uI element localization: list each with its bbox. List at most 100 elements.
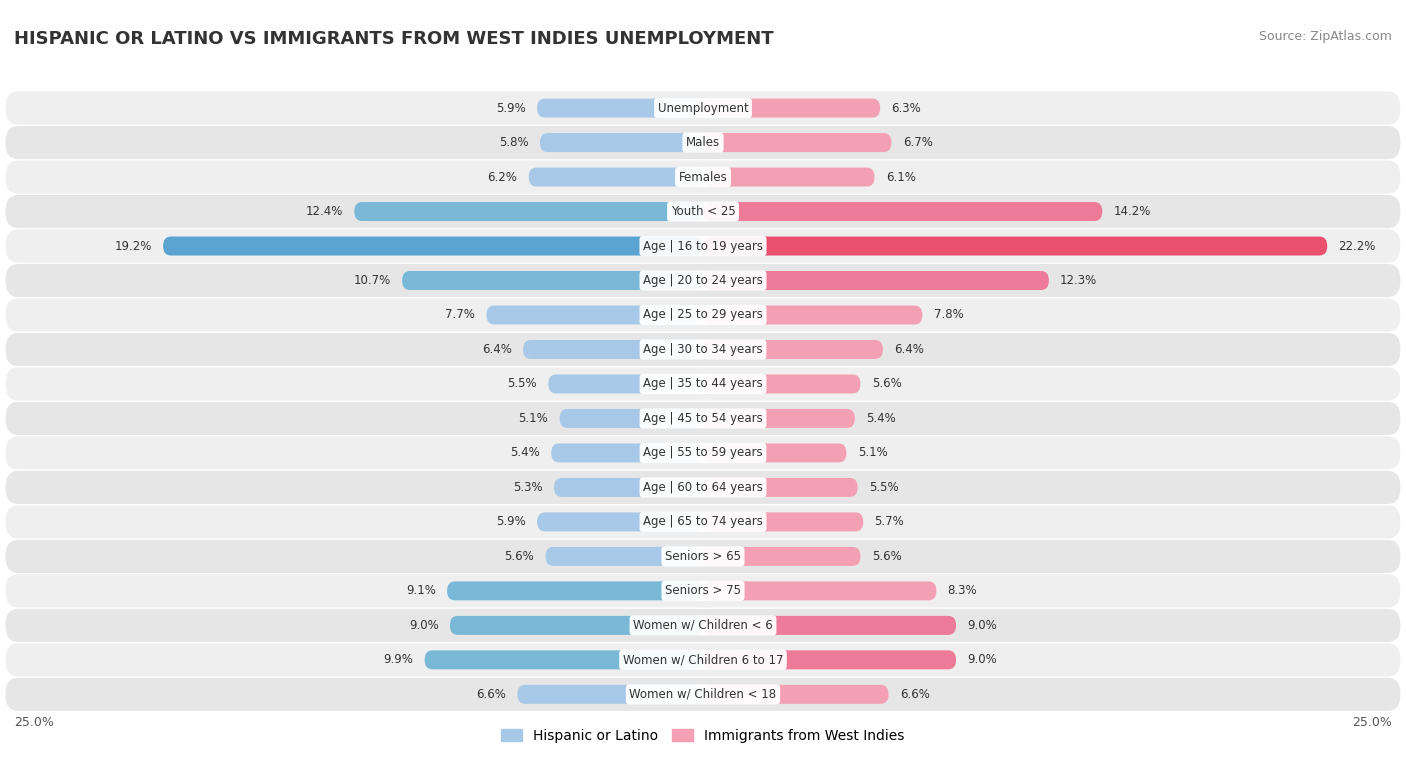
Text: 5.4%: 5.4% <box>866 412 896 425</box>
Text: 5.5%: 5.5% <box>508 378 537 391</box>
FancyBboxPatch shape <box>6 333 1400 366</box>
FancyBboxPatch shape <box>703 236 1327 256</box>
FancyBboxPatch shape <box>6 436 1400 469</box>
FancyBboxPatch shape <box>703 581 936 600</box>
Text: 5.6%: 5.6% <box>872 550 901 563</box>
FancyBboxPatch shape <box>6 298 1400 332</box>
FancyBboxPatch shape <box>6 160 1400 194</box>
FancyBboxPatch shape <box>703 340 883 359</box>
Text: Age | 20 to 24 years: Age | 20 to 24 years <box>643 274 763 287</box>
Text: Females: Females <box>679 170 727 183</box>
Text: 5.7%: 5.7% <box>875 516 904 528</box>
Text: 6.1%: 6.1% <box>886 170 915 183</box>
Text: 6.6%: 6.6% <box>900 688 929 701</box>
FancyBboxPatch shape <box>703 650 956 669</box>
FancyBboxPatch shape <box>6 643 1400 677</box>
FancyBboxPatch shape <box>548 375 703 394</box>
Legend: Hispanic or Latino, Immigrants from West Indies: Hispanic or Latino, Immigrants from West… <box>496 723 910 748</box>
FancyBboxPatch shape <box>703 478 858 497</box>
FancyBboxPatch shape <box>546 547 703 566</box>
FancyBboxPatch shape <box>6 367 1400 400</box>
FancyBboxPatch shape <box>551 444 703 463</box>
FancyBboxPatch shape <box>6 126 1400 159</box>
Text: 6.4%: 6.4% <box>894 343 924 356</box>
FancyBboxPatch shape <box>354 202 703 221</box>
FancyBboxPatch shape <box>163 236 703 256</box>
Text: Seniors > 75: Seniors > 75 <box>665 584 741 597</box>
FancyBboxPatch shape <box>703 547 860 566</box>
FancyBboxPatch shape <box>703 375 860 394</box>
Text: 7.8%: 7.8% <box>934 309 963 322</box>
Text: Women w/ Children < 18: Women w/ Children < 18 <box>630 688 776 701</box>
Text: 6.3%: 6.3% <box>891 101 921 114</box>
Text: Age | 60 to 64 years: Age | 60 to 64 years <box>643 481 763 494</box>
Text: 6.7%: 6.7% <box>903 136 932 149</box>
Text: 9.1%: 9.1% <box>406 584 436 597</box>
Text: Age | 30 to 34 years: Age | 30 to 34 years <box>643 343 763 356</box>
Text: Age | 55 to 59 years: Age | 55 to 59 years <box>643 447 763 459</box>
FancyBboxPatch shape <box>529 167 703 186</box>
FancyBboxPatch shape <box>703 306 922 325</box>
Text: Age | 35 to 44 years: Age | 35 to 44 years <box>643 378 763 391</box>
FancyBboxPatch shape <box>6 264 1400 297</box>
FancyBboxPatch shape <box>6 92 1400 125</box>
Text: Women w/ Children < 6: Women w/ Children < 6 <box>633 619 773 632</box>
Text: 9.0%: 9.0% <box>967 653 997 666</box>
FancyBboxPatch shape <box>6 229 1400 263</box>
FancyBboxPatch shape <box>523 340 703 359</box>
FancyBboxPatch shape <box>703 133 891 152</box>
FancyBboxPatch shape <box>703 409 855 428</box>
Text: Age | 25 to 29 years: Age | 25 to 29 years <box>643 309 763 322</box>
Text: Males: Males <box>686 136 720 149</box>
Text: 5.4%: 5.4% <box>510 447 540 459</box>
Text: 5.6%: 5.6% <box>872 378 901 391</box>
Text: Age | 65 to 74 years: Age | 65 to 74 years <box>643 516 763 528</box>
Text: 5.9%: 5.9% <box>496 516 526 528</box>
Text: 5.5%: 5.5% <box>869 481 898 494</box>
FancyBboxPatch shape <box>537 512 703 531</box>
FancyBboxPatch shape <box>425 650 703 669</box>
Text: 5.1%: 5.1% <box>858 447 887 459</box>
FancyBboxPatch shape <box>6 575 1400 607</box>
Text: Source: ZipAtlas.com: Source: ZipAtlas.com <box>1258 30 1392 43</box>
FancyBboxPatch shape <box>402 271 703 290</box>
Text: Seniors > 65: Seniors > 65 <box>665 550 741 563</box>
FancyBboxPatch shape <box>450 616 703 635</box>
FancyBboxPatch shape <box>6 506 1400 538</box>
FancyBboxPatch shape <box>6 402 1400 435</box>
FancyBboxPatch shape <box>554 478 703 497</box>
FancyBboxPatch shape <box>6 678 1400 711</box>
FancyBboxPatch shape <box>6 195 1400 228</box>
FancyBboxPatch shape <box>517 685 703 704</box>
Text: 12.4%: 12.4% <box>305 205 343 218</box>
FancyBboxPatch shape <box>537 98 703 117</box>
Text: HISPANIC OR LATINO VS IMMIGRANTS FROM WEST INDIES UNEMPLOYMENT: HISPANIC OR LATINO VS IMMIGRANTS FROM WE… <box>14 30 773 48</box>
Text: 10.7%: 10.7% <box>354 274 391 287</box>
Text: 5.3%: 5.3% <box>513 481 543 494</box>
FancyBboxPatch shape <box>6 471 1400 504</box>
FancyBboxPatch shape <box>560 409 703 428</box>
Text: 14.2%: 14.2% <box>1114 205 1152 218</box>
Text: 9.0%: 9.0% <box>409 619 439 632</box>
Text: 7.7%: 7.7% <box>446 309 475 322</box>
Text: 6.6%: 6.6% <box>477 688 506 701</box>
Text: 25.0%: 25.0% <box>1353 716 1392 730</box>
FancyBboxPatch shape <box>540 133 703 152</box>
Text: 9.9%: 9.9% <box>384 653 413 666</box>
FancyBboxPatch shape <box>447 581 703 600</box>
FancyBboxPatch shape <box>703 512 863 531</box>
FancyBboxPatch shape <box>703 202 1102 221</box>
FancyBboxPatch shape <box>703 271 1049 290</box>
Text: 22.2%: 22.2% <box>1339 239 1376 253</box>
FancyBboxPatch shape <box>703 98 880 117</box>
Text: 12.3%: 12.3% <box>1060 274 1097 287</box>
FancyBboxPatch shape <box>703 685 889 704</box>
Text: Age | 16 to 19 years: Age | 16 to 19 years <box>643 239 763 253</box>
Text: 8.3%: 8.3% <box>948 584 977 597</box>
Text: 9.0%: 9.0% <box>967 619 997 632</box>
Text: Unemployment: Unemployment <box>658 101 748 114</box>
Text: 6.4%: 6.4% <box>482 343 512 356</box>
Text: 6.2%: 6.2% <box>488 170 517 183</box>
FancyBboxPatch shape <box>703 167 875 186</box>
Text: Women w/ Children 6 to 17: Women w/ Children 6 to 17 <box>623 653 783 666</box>
